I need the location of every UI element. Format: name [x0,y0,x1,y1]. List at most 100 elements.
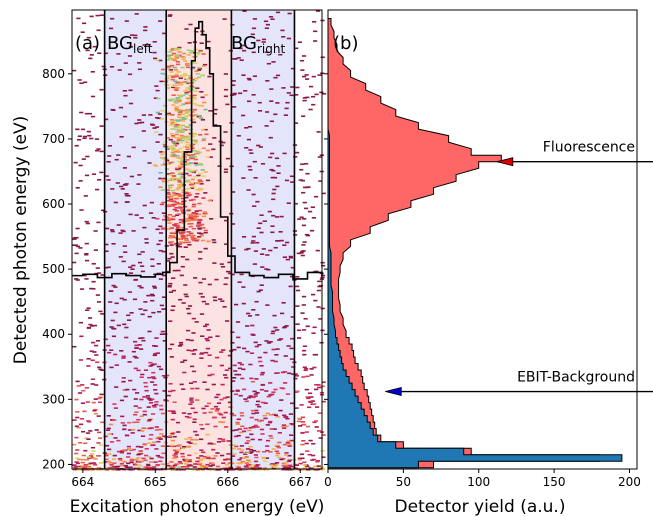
hit-1769 [106,161,111,163]
hit-263 [133,467,138,470]
a-ytick-label-3: 500 [42,262,65,276]
hit-1091 [95,340,101,342]
hit-1083 [233,435,239,438]
hit-900 [305,234,311,237]
hit-2490 [171,203,176,206]
hit-1340 [199,438,204,441]
hit-1528 [309,396,314,398]
hit-1993 [161,157,166,160]
hit-459 [100,313,105,315]
hit-1785 [221,349,226,351]
hit-2486 [181,200,186,203]
hit-1560 [291,373,296,375]
hit-2286 [184,228,189,230]
hit-515 [315,460,320,462]
hit-1873 [286,466,291,469]
hit-739 [198,257,203,260]
hit-1845 [271,169,276,172]
hit-2122 [181,52,186,55]
hit-1300 [207,75,212,78]
hit-822 [75,279,80,281]
hit-718 [308,392,313,395]
hit-2198 [184,239,189,241]
hit-1023 [107,145,112,147]
hit-1760 [311,95,316,98]
hit-774 [245,436,250,439]
hit-1304 [93,458,98,460]
hit-1536 [263,20,269,23]
hit-1587 [269,464,274,467]
hit-2234 [190,178,195,181]
hit-134 [119,464,124,467]
hit-1466 [101,65,106,68]
hit-1094 [185,466,190,468]
hit-272 [127,73,133,76]
hit-665 [172,269,177,272]
hit-206 [103,435,108,438]
hit-1527 [149,434,154,436]
hit-421 [166,464,171,467]
hit-2320 [171,140,176,143]
hit-1847 [216,465,221,468]
hit-297 [321,467,326,470]
hit-800 [106,179,111,181]
hit-1535 [109,349,114,351]
hit-1315 [305,425,311,428]
hit-875 [288,413,293,415]
hit-1728 [171,277,176,279]
hit-2460 [175,54,180,57]
hit-1549 [92,351,97,353]
hit-220 [159,456,164,459]
hit-572 [139,398,144,401]
hit-1115 [119,297,124,300]
hit-2219 [165,148,170,150]
hit-1338 [176,449,181,451]
hit-1622 [167,15,172,17]
hit-433 [159,368,164,371]
hit-836 [273,388,278,391]
hit-2388 [199,117,204,120]
hit-1289 [211,448,216,451]
hit-865 [113,407,118,409]
hit-503 [78,180,83,182]
hit-2527 [167,184,173,187]
hit-249 [168,320,173,322]
hit-364 [158,278,163,280]
hit-1004 [261,248,266,250]
hit-177 [225,396,230,398]
hit-1436 [128,379,133,382]
hit-1130 [212,241,217,244]
hit-1642 [265,412,270,415]
hit-1157 [316,131,321,133]
hit-1192 [116,469,121,471]
hit-2180 [186,208,191,211]
hit-1857 [295,390,300,393]
hit-2428 [181,232,186,234]
hit-2347 [179,134,184,137]
hit-945 [117,69,122,71]
hit-971 [239,431,244,434]
hit-490 [224,376,229,379]
hit-2233 [191,139,196,141]
region-label-right: BGright [231,33,285,56]
hit-136 [236,346,241,349]
hit-1951 [162,180,167,183]
hit-2277 [181,58,186,60]
hit-958 [155,454,160,457]
hit-792 [297,337,302,339]
hit-2069 [173,80,178,83]
hit-1864 [108,461,113,464]
hit-828 [282,256,287,258]
hit-574 [321,434,326,436]
hit-2118 [166,199,171,202]
hit-884 [120,415,125,418]
hit-551 [289,175,295,178]
hit-621 [262,467,267,469]
hit-2482 [186,97,191,100]
hit-1235 [249,377,254,380]
hit-1215 [191,332,196,334]
a-xtick-label-0: 664 [71,475,94,489]
hit-2523 [174,106,179,108]
hit-1930 [181,128,186,131]
